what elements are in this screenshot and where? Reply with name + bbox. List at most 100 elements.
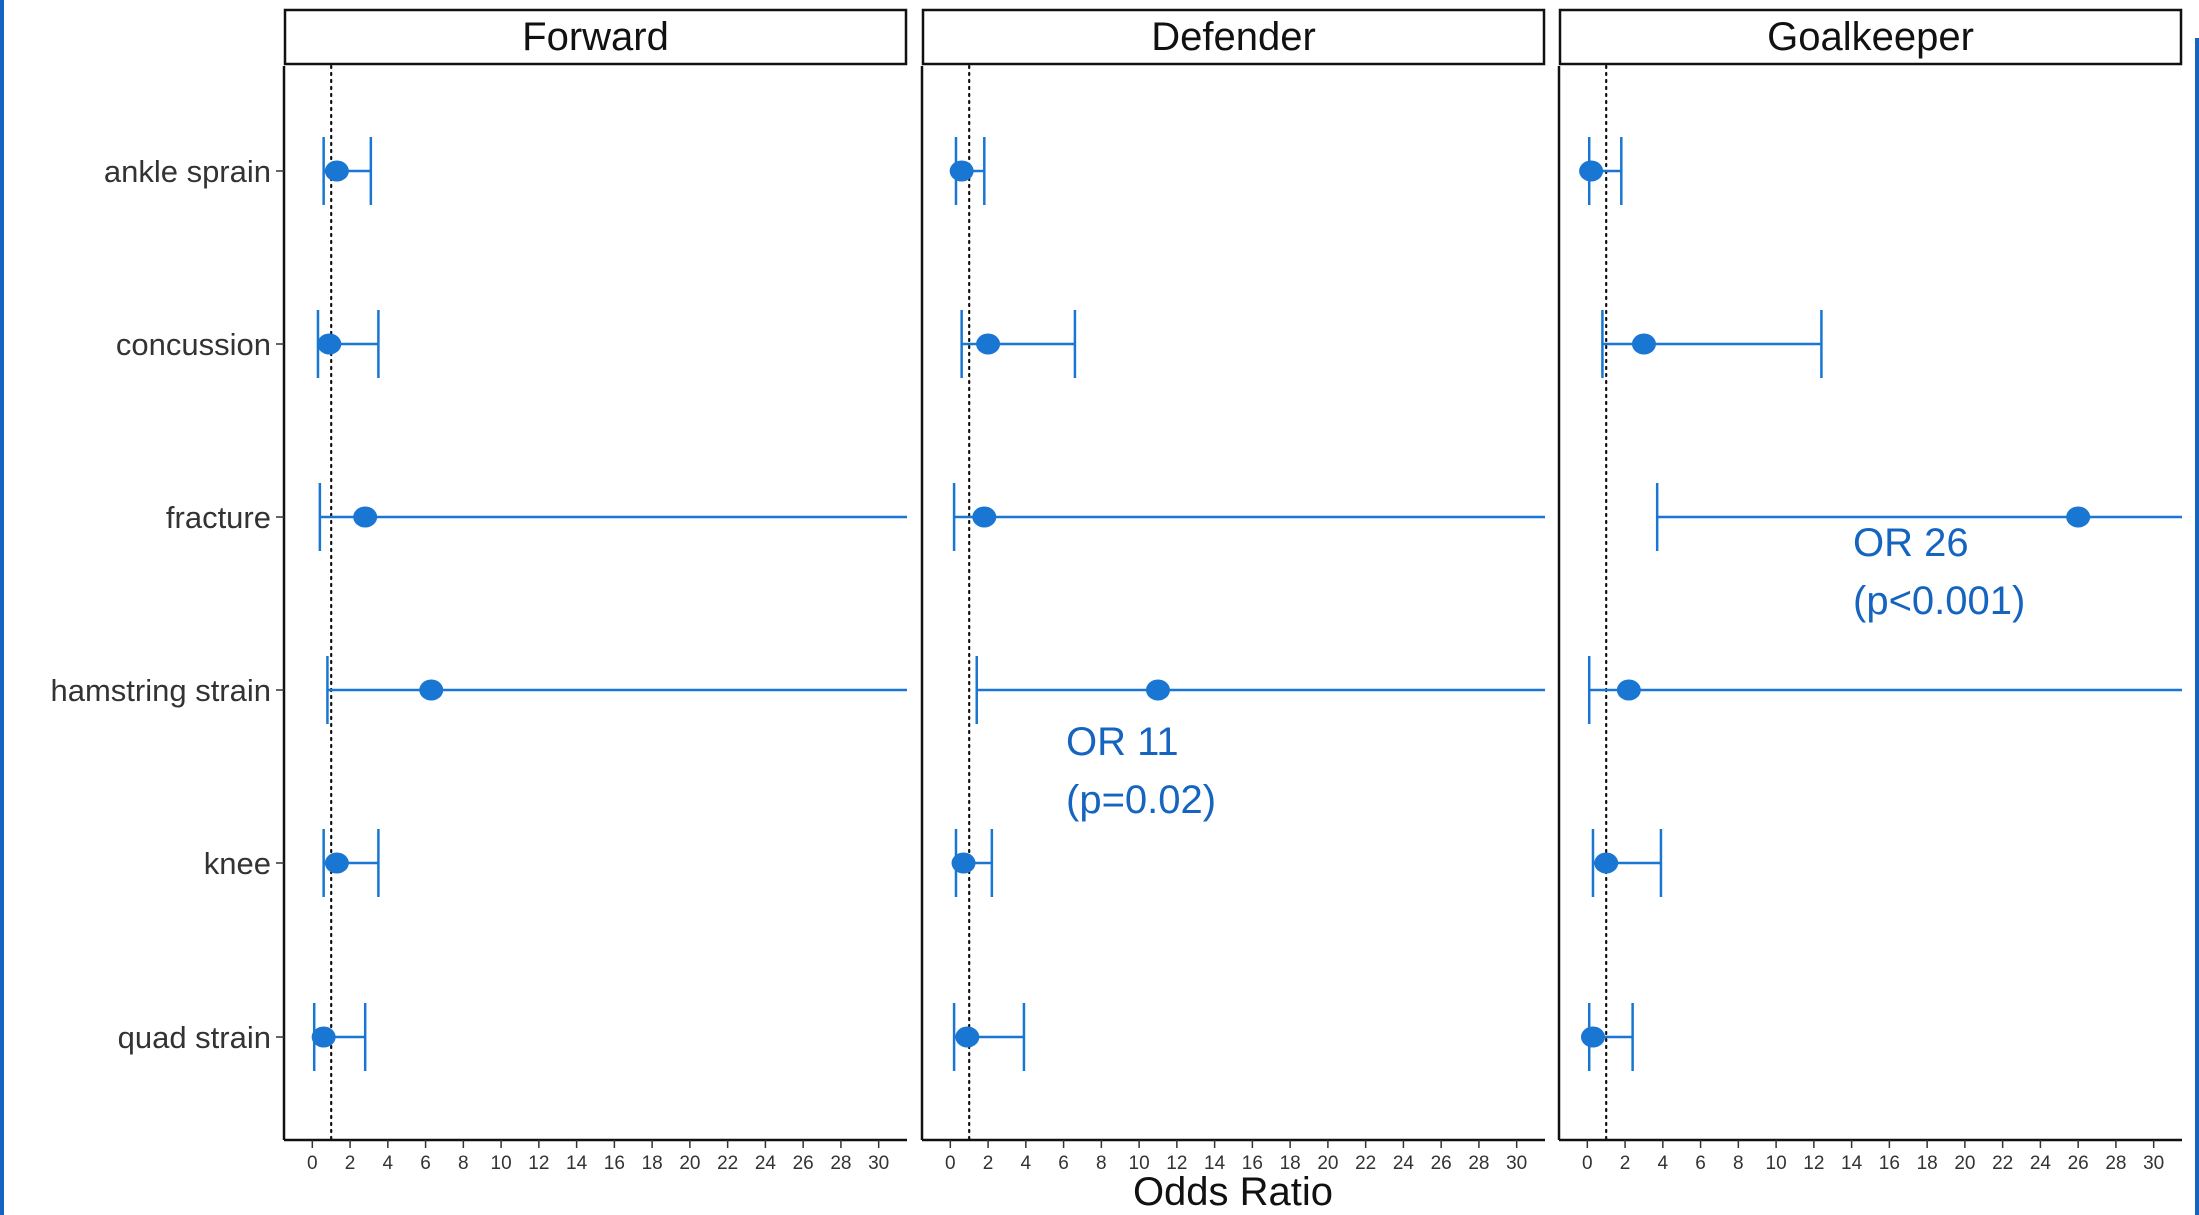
data-point-group xyxy=(1579,137,1623,205)
x-tick-label: 18 xyxy=(1917,1153,1938,1174)
x-tick-label: 16 xyxy=(1879,1153,1900,1174)
x-tick-label: 18 xyxy=(1280,1153,1301,1174)
x-tick-label: 16 xyxy=(1242,1153,1263,1174)
x-tick-label: 30 xyxy=(1506,1153,1527,1174)
odds-ratio-point xyxy=(1580,1026,1605,1048)
x-tick-label: 10 xyxy=(1766,1153,1787,1174)
facet-title: Goalkeeper xyxy=(1767,15,1974,59)
data-point-group xyxy=(1655,483,2182,551)
category-label: fracture xyxy=(166,500,271,535)
odds-ratio-point xyxy=(1594,852,1619,874)
data-point-group xyxy=(322,137,373,205)
data-point-group xyxy=(1601,310,1823,378)
x-tick-label: 20 xyxy=(1317,1153,1338,1174)
x-tick-label: 12 xyxy=(528,1153,549,1174)
x-axis-title: Odds Ratio xyxy=(1133,1170,1333,1214)
x-tick-label: 0 xyxy=(945,1153,956,1174)
x-tick-label: 20 xyxy=(1954,1153,1975,1174)
x-tick-label: 2 xyxy=(983,1153,994,1174)
annotation-text: OR 11 xyxy=(1066,720,1179,764)
x-tick-label: 6 xyxy=(420,1153,431,1174)
category-label: knee xyxy=(204,846,271,881)
facet-title: Defender xyxy=(1151,15,1316,59)
data-point-group xyxy=(952,1003,1026,1071)
odds-ratio-point xyxy=(353,506,378,528)
left-edge-bar xyxy=(0,0,4,1215)
x-tick-label: 14 xyxy=(1841,1153,1863,1174)
facet-strip xyxy=(921,8,1546,66)
category-labels: ankle sprain concussion fracture hamstring … xyxy=(50,154,284,1055)
x-tick-label: 20 xyxy=(679,1153,700,1174)
data-point-group xyxy=(949,137,986,205)
x-tick-label: 22 xyxy=(1355,1153,1376,1174)
odds-ratio-point xyxy=(317,333,342,355)
x-tick-label: 24 xyxy=(2030,1153,2052,1174)
odds-ratio-point xyxy=(972,506,997,528)
facet-strip xyxy=(283,8,908,66)
odds-ratio-point xyxy=(324,852,349,874)
x-tick-label: 6 xyxy=(1058,1153,1069,1174)
x-tick-label: 24 xyxy=(755,1153,777,1174)
x-tick-label: 2 xyxy=(345,1153,356,1174)
x-tick-label: 22 xyxy=(1992,1153,2013,1174)
data-point-group xyxy=(316,310,380,378)
odds-ratio-point xyxy=(324,160,349,182)
data-point-group xyxy=(326,656,907,724)
data-point-group xyxy=(318,483,907,551)
x-tick-label: 12 xyxy=(1803,1153,1824,1174)
x-tick-label: 14 xyxy=(1204,1153,1226,1174)
category-label: concussion xyxy=(116,327,271,362)
data-point-group xyxy=(1580,1003,1634,1071)
x-tick-label: 22 xyxy=(717,1153,738,1174)
data-point-group xyxy=(1587,656,2182,724)
x-tick-label: 30 xyxy=(2143,1153,2164,1174)
data-point-group xyxy=(960,310,1077,378)
facet-strip xyxy=(1558,8,2183,66)
x-tick-label: 28 xyxy=(830,1153,851,1174)
odds-ratio-point xyxy=(951,852,976,874)
x-tick-label: 4 xyxy=(383,1153,394,1174)
x-tick-label: 12 xyxy=(1166,1153,1187,1174)
category-label: ankle sprain xyxy=(104,154,271,189)
odds-ratio-point xyxy=(949,160,974,182)
x-tick-label: 18 xyxy=(642,1153,663,1174)
x-tick-label: 4 xyxy=(1658,1153,1669,1174)
odds-ratio-point xyxy=(955,1026,980,1048)
odds-ratio-point xyxy=(1579,160,1604,182)
x-tick-label: 0 xyxy=(307,1153,318,1174)
odds-ratio-point xyxy=(311,1026,336,1048)
data-point-group xyxy=(322,829,380,897)
x-tick-label: 0 xyxy=(1582,1153,1593,1174)
x-tick-label: 30 xyxy=(868,1153,889,1174)
data-point-group xyxy=(311,1003,367,1071)
annotation-text: (p<0.001) xyxy=(1853,579,2025,623)
x-tick-label: 26 xyxy=(2068,1153,2089,1174)
annotation-text: OR 26 xyxy=(1853,521,1969,565)
category-label: hamstring strain xyxy=(50,673,271,708)
facet-title: Forward xyxy=(522,15,669,59)
x-tick-label: 14 xyxy=(566,1153,588,1174)
x-tick-label: 16 xyxy=(604,1153,625,1174)
x-tick-label: 8 xyxy=(1096,1153,1107,1174)
x-tick-label: 2 xyxy=(1620,1153,1631,1174)
x-tick-label: 28 xyxy=(2105,1153,2126,1174)
data-point-group xyxy=(952,483,1545,551)
x-tick-label: 10 xyxy=(491,1153,512,1174)
data-point-group xyxy=(951,829,994,897)
data-point-group xyxy=(975,656,1545,724)
x-tick-label: 4 xyxy=(1021,1153,1032,1174)
odds-ratio-point xyxy=(419,679,444,701)
x-tick-label: 10 xyxy=(1129,1153,1150,1174)
x-tick-label: 6 xyxy=(1695,1153,1706,1174)
x-tick-label: 26 xyxy=(1431,1153,1452,1174)
odds-ratio-point xyxy=(2066,506,2091,528)
x-tick-label: 24 xyxy=(1393,1153,1415,1174)
odds-ratio-point xyxy=(1631,333,1656,355)
x-tick-label: 8 xyxy=(1733,1153,1744,1174)
x-tick-label: 28 xyxy=(1468,1153,1489,1174)
